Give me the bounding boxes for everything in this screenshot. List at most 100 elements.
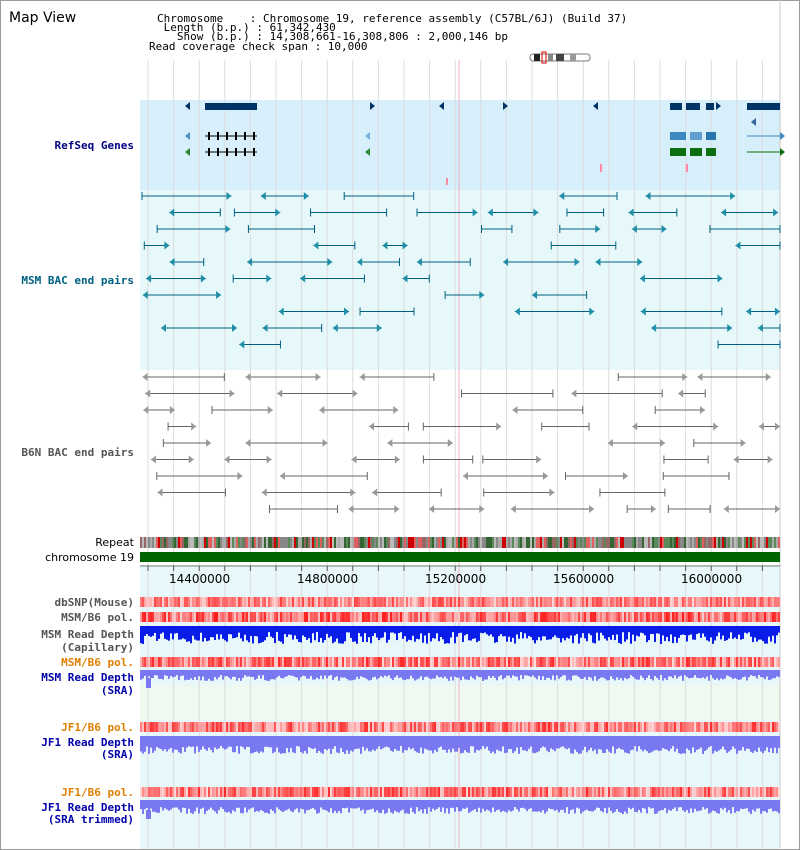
msm-depth-sra-bar (160, 670, 162, 679)
msm-depth-capillary-bar (682, 626, 684, 635)
pol-heat (666, 722, 668, 732)
msm-depth-capillary-bar (336, 626, 338, 639)
pol-heat (418, 787, 420, 797)
pol-heat (698, 787, 700, 797)
pol-heat (328, 787, 330, 797)
pol-heat (142, 722, 144, 732)
pol-heat (584, 787, 586, 797)
jf1-depth-trimmed-bar (288, 800, 290, 809)
pol-heat (228, 722, 230, 732)
msm-depth-sra-bar (548, 670, 550, 678)
track-label-jf1-b6-pol[interactable]: JF1/B6 pol. (61, 721, 134, 734)
track-label-jf1-depth-sra[interactable]: JF1 Read Depth (41, 736, 134, 749)
msm-depth-capillary-bar (440, 626, 442, 637)
track-label-msm-depth-capillary[interactable]: MSM Read Depth (41, 628, 134, 641)
pol-heat (576, 787, 578, 797)
msm-depth-capillary-bar (444, 626, 446, 644)
track-label-refseq[interactable]: RefSeq Genes (54, 139, 134, 152)
pol-heat (196, 612, 198, 622)
msm-depth-sra-bar (754, 670, 756, 677)
jf1-depth-trimmed-bar (624, 800, 626, 812)
jf1-depth-trimmed-bar (312, 800, 314, 808)
pol-heat (278, 657, 280, 667)
jf1-depth-trimmed-bar (310, 800, 312, 809)
pol-heat (714, 787, 716, 797)
dbsnp-heat (538, 597, 540, 607)
msm-depth-capillary-bar (752, 626, 754, 643)
jf1-depth-sra-bar (302, 736, 304, 754)
msm-depth-capillary-bar (592, 626, 594, 643)
repeat-segment (380, 537, 382, 548)
pol-heat (518, 657, 520, 667)
msm-depth-sra-bar (472, 670, 474, 679)
msm-depth-capillary-bar (528, 626, 530, 636)
repeat-segment (510, 537, 512, 548)
pol-heat (272, 722, 274, 732)
msm-depth-sra-bar (492, 670, 494, 677)
pol-heat (208, 657, 210, 667)
pol-heat (348, 722, 350, 732)
msm-depth-sra-bar (236, 670, 238, 681)
dbsnp-heat (384, 597, 386, 607)
pol-heat (582, 787, 584, 797)
track-label-jf1-depth-trimmed[interactable]: JF1 Read Depth (41, 801, 134, 814)
pol-heat (288, 612, 290, 622)
pol-heat (704, 612, 706, 622)
track-label-msm-b6-pol[interactable]: MSM/B6 pol. (61, 611, 134, 624)
pol-heat (244, 722, 246, 732)
pol-heat (206, 787, 208, 797)
pol-heat (760, 722, 762, 732)
pol-heat (190, 722, 192, 732)
track-label-msm-depth-sra[interactable]: MSM Read Depth (41, 671, 134, 684)
dbsnp-heat (738, 597, 740, 607)
jf1-depth-trimmed-bar (322, 800, 324, 810)
msm-depth-sra-bar (190, 670, 192, 679)
msm-depth-capillary-bar (736, 626, 738, 639)
jf1-depth-sra-bar (724, 736, 726, 750)
msm-depth-sra-bar (486, 670, 488, 680)
pol-heat (770, 612, 772, 622)
msm-depth-sra-bar (592, 670, 594, 681)
dbsnp-heat (200, 597, 202, 607)
msm-depth-sra-bar (714, 670, 716, 680)
msm-depth-sra-bar (544, 670, 546, 681)
track-label-b6n-bac[interactable]: B6N BAC end pairs (21, 446, 134, 459)
pol-heat (366, 722, 368, 732)
repeat-segment (414, 537, 416, 548)
gene-block (706, 148, 716, 156)
repeat-segment (194, 537, 196, 548)
dbsnp-heat (560, 597, 562, 607)
msm-depth-capillary-bar (768, 626, 770, 637)
dbsnp-heat (280, 597, 282, 607)
track-label-msm-b6-pol-2[interactable]: MSM/B6 pol. (61, 656, 134, 669)
pol-heat (294, 787, 296, 797)
pol-heat (764, 612, 766, 622)
track-label-jf1-b6-pol-2[interactable]: JF1/B6 pol. (61, 786, 134, 799)
msm-depth-capillary-bar (616, 626, 618, 635)
repeat-segment (586, 537, 588, 548)
track-label-dbsnp[interactable]: dbSNP(Mouse) (54, 596, 134, 609)
pol-heat (768, 787, 770, 797)
strand-arrow (277, 389, 283, 398)
msm-depth-sra-bar (222, 670, 224, 680)
pol-heat (256, 657, 258, 667)
msm-depth-capillary-bar (506, 626, 508, 642)
pol-heat (436, 787, 438, 797)
pol-heat (246, 722, 248, 732)
pol-heat (614, 722, 616, 732)
pol-heat (362, 722, 364, 732)
pol-heat (372, 722, 374, 732)
repeat-segment (698, 537, 700, 548)
pol-heat (530, 612, 532, 622)
pol-heat (600, 787, 602, 797)
repeat-segment (182, 537, 184, 548)
strand-arrow (394, 505, 400, 513)
jf1-depth-sra-bar (238, 736, 240, 754)
track-label-msm-bac[interactable]: MSM BAC end pairs (21, 274, 134, 287)
dbsnp-heat (140, 597, 142, 607)
repeat-segment (724, 537, 726, 548)
pol-heat (592, 722, 594, 732)
pol-heat (568, 612, 570, 622)
msm-depth-sra-bar (378, 670, 380, 678)
